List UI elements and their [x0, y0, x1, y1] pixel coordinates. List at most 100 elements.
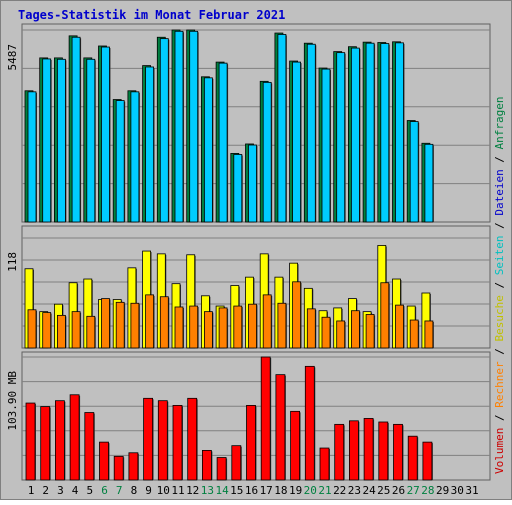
- bar-requests-dateien_bar-day-18: [277, 34, 287, 223]
- panel-visits: 118: [6, 225, 491, 349]
- x-tick-label-5: 5: [86, 484, 93, 497]
- x-tick-label-6: 6: [101, 484, 108, 497]
- x-tick-label-26: 26: [392, 484, 405, 497]
- x-tick-label-8: 8: [131, 484, 138, 497]
- bar-visits-rechner_bar-day-6: [101, 298, 110, 349]
- bar-requests-dateien_bar-day-8: [130, 91, 140, 223]
- bar-requests-dateien_bar-day-20: [306, 43, 316, 223]
- right-legend-part-7: /: [493, 216, 506, 236]
- bar-volume-volumen_bar-day-20: [304, 365, 315, 481]
- bar-visits-rechner_bar-day-3: [57, 314, 66, 349]
- x-tick-label-27: 27: [407, 484, 420, 497]
- chart-title: Tages-Statistik im Monat Februar 2021: [18, 8, 285, 22]
- bar-requests-dateien_bar-day-5: [86, 58, 96, 223]
- bar-requests-dateien_bar-day-19: [292, 61, 302, 223]
- x-tick-label-18: 18: [274, 484, 287, 497]
- bar-requests-dateien_bar-day-24: [365, 42, 375, 223]
- bar-volume-volumen_bar-day-8: [128, 452, 139, 481]
- x-tick-label-13: 13: [201, 484, 214, 497]
- x-tick-label-12: 12: [186, 484, 199, 497]
- bar-visits-rechner_bar-day-18: [277, 302, 287, 349]
- bar-volume-volumen_bar-day-14: [216, 457, 227, 481]
- bar-visits-rechner_bar-day-11: [174, 306, 184, 349]
- bar-volume-volumen_bar-day-21: [319, 447, 330, 481]
- bar-visits-rechner_bar-day-20: [306, 308, 316, 349]
- bar-volume-volumen_bar-day-2: [40, 406, 51, 481]
- panel-requests: 5487: [6, 23, 491, 223]
- bar-requests-dateien_bar-day-27: [409, 121, 419, 223]
- bar-requests-dateien_bar-day-6: [101, 46, 110, 223]
- bar-visits-rechner_bar-day-23: [350, 310, 360, 349]
- x-tick-label-20: 20: [304, 484, 317, 497]
- bar-requests-dateien_bar-day-3: [57, 58, 66, 223]
- x-tick-label-25: 25: [377, 484, 390, 497]
- bar-volume-volumen_bar-day-16: [246, 405, 256, 481]
- x-tick-label-14: 14: [215, 484, 229, 497]
- bar-volume-volumen_bar-day-4: [69, 394, 80, 481]
- bar-requests-dateien_bar-day-26: [395, 42, 404, 223]
- bar-requests-dateien_bar-day-17: [262, 81, 272, 223]
- x-tick-label-4: 4: [72, 484, 79, 497]
- bar-requests-dateien_bar-day-7: [115, 100, 125, 223]
- bar-visits-rechner_bar-day-16: [248, 303, 257, 349]
- bar-visits-rechner_bar-day-27: [409, 319, 419, 349]
- bar-requests-dateien_bar-day-28: [424, 143, 434, 223]
- x-tick-label-22: 22: [333, 484, 346, 497]
- x-axis: 1 2 3 4 5 6 7 8 9 10 11 12 13 14 15 16 17 18 19 20 21 22 23 24 2…: [28, 484, 479, 497]
- bar-volume-volumen_bar-day-22: [334, 423, 345, 481]
- right-legend-part-6: Seiten: [493, 236, 506, 276]
- bar-visits-rechner_bar-day-21: [321, 316, 331, 349]
- x-tick-label-30: 30: [451, 484, 464, 497]
- bar-requests-dateien_bar-day-23: [350, 47, 360, 223]
- bar-visits-rechner_bar-day-15: [233, 305, 243, 349]
- bar-visits-rechner_bar-day-2: [42, 312, 52, 349]
- y-max-label-volume: 103.90 MB: [6, 371, 19, 431]
- x-tick-label-19: 19: [289, 484, 302, 497]
- x-tick-label-1: 1: [28, 484, 35, 497]
- x-tick-label-9: 9: [145, 484, 152, 497]
- bar-visits-rechner_bar-day-1: [27, 309, 37, 349]
- bar-visits-rechner_bar-day-19: [292, 281, 302, 349]
- bar-volume-volumen_bar-day-7: [113, 455, 124, 481]
- bar-visits-rechner_bar-day-5: [86, 315, 96, 349]
- bar-volume-volumen_bar-day-12: [187, 397, 198, 481]
- bar-visits-rechner_bar-day-17: [262, 294, 272, 349]
- bar-requests-dateien_bar-day-21: [321, 68, 331, 223]
- bar-requests-dateien_bar-day-25: [380, 43, 390, 223]
- x-tick-label-17: 17: [260, 484, 273, 497]
- bar-requests-dateien_bar-day-12: [189, 30, 199, 223]
- bar-visits-rechner_bar-day-13: [203, 311, 213, 349]
- bar-requests-dateien_bar-day-4: [71, 36, 81, 223]
- bar-requests-dateien_bar-day-15: [233, 154, 243, 223]
- right-legend-part-5: /: [493, 275, 506, 295]
- bar-requests-dateien_bar-day-14: [218, 62, 228, 223]
- x-tick-label-28: 28: [421, 484, 434, 497]
- x-tick-label-21: 21: [318, 484, 331, 497]
- bar-volume-volumen_bar-day-6: [99, 441, 109, 481]
- bar-visits-rechner_bar-day-14: [218, 307, 228, 349]
- bar-volume-volumen_bar-day-5: [84, 412, 95, 481]
- bar-visits-rechner_bar-day-25: [380, 282, 390, 349]
- x-tick-label-24: 24: [362, 484, 376, 497]
- x-tick-label-2: 2: [42, 484, 49, 497]
- bar-volume-volumen_bar-day-25: [378, 421, 389, 481]
- bar-volume-volumen_bar-day-1: [25, 402, 36, 481]
- x-tick-label-3: 3: [57, 484, 64, 497]
- bar-volume-volumen_bar-day-18: [275, 374, 286, 481]
- x-tick-label-10: 10: [157, 484, 170, 497]
- bar-visits-rechner_bar-day-8: [130, 302, 140, 349]
- bar-volume-volumen_bar-day-11: [172, 405, 183, 481]
- bar-requests-dateien_bar-day-2: [42, 58, 52, 223]
- bar-requests-dateien_bar-day-10: [159, 38, 169, 223]
- bar-visits-rechner_bar-day-28: [424, 320, 434, 349]
- bar-requests-dateien_bar-day-1: [27, 91, 37, 223]
- bar-visits-rechner_bar-day-24: [365, 314, 375, 349]
- x-tick-label-16: 16: [245, 484, 258, 497]
- bar-requests-dateien_bar-day-16: [248, 144, 257, 223]
- x-tick-label-31: 31: [465, 484, 478, 497]
- x-tick-label-7: 7: [116, 484, 123, 497]
- right-legend-part-3: /: [493, 342, 506, 362]
- right-legend-part-1: /: [493, 408, 506, 428]
